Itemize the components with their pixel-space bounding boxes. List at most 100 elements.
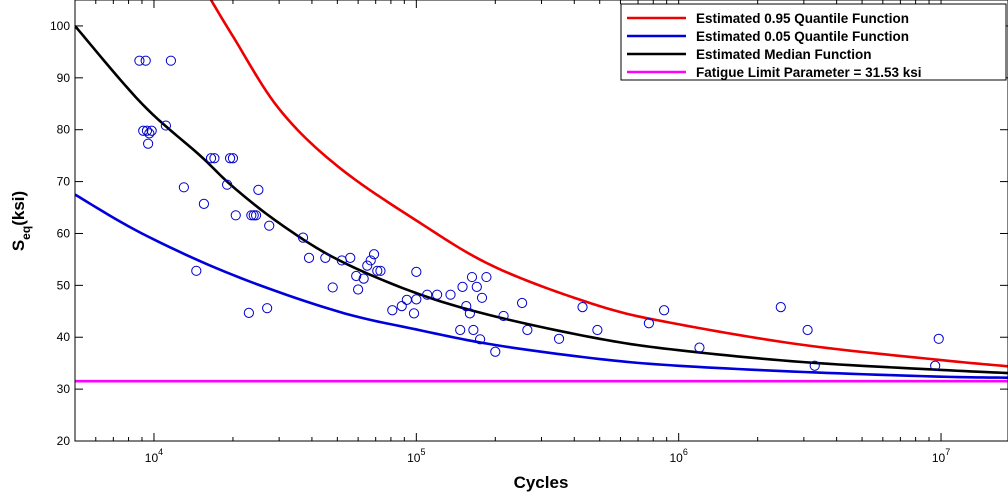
curve-1	[75, 193, 1008, 379]
data-point	[474, 334, 486, 345]
x-tick-label: 105	[407, 447, 425, 465]
y-tick-label: 90	[57, 71, 71, 85]
data-point	[445, 289, 456, 300]
data-point	[592, 324, 603, 336]
data-point	[250, 210, 262, 221]
data-point	[694, 342, 705, 353]
data-point	[303, 252, 315, 263]
data-point	[659, 305, 670, 316]
x-tick-label: 107	[932, 447, 950, 465]
data-point	[320, 252, 331, 263]
data-point	[422, 289, 433, 300]
data-point	[490, 346, 501, 357]
scatter-points-layer	[134, 55, 944, 371]
data-point	[327, 282, 338, 293]
data-point	[262, 303, 273, 314]
data-point	[775, 302, 786, 313]
data-point	[471, 281, 482, 293]
data-point	[345, 252, 356, 263]
y-axis-title-unit: (ksi)	[9, 191, 28, 226]
data-point	[351, 270, 362, 282]
legend-entry-3: Fatigue Limit Parameter = 31.53 ksi	[696, 65, 921, 80]
data-point	[358, 273, 369, 284]
y-axis-title: Seq(ksi)	[9, 191, 33, 251]
data-point	[165, 55, 176, 66]
curve-0	[209, 0, 1008, 368]
data-point	[365, 255, 376, 266]
y-tick-label: 50	[57, 278, 71, 292]
data-point	[396, 301, 407, 312]
x-tick-label: 106	[669, 447, 687, 465]
data-point	[476, 292, 488, 303]
data-point	[243, 307, 254, 318]
data-point	[209, 153, 220, 164]
data-point	[141, 125, 153, 136]
data-point	[457, 281, 468, 293]
data-point	[372, 265, 383, 276]
data-point	[264, 220, 275, 231]
data-point	[146, 125, 157, 136]
data-point	[933, 333, 944, 344]
data-point	[375, 265, 386, 276]
data-point	[248, 210, 259, 221]
data-point	[198, 198, 210, 209]
data-point	[222, 179, 233, 190]
y-tick-label: 70	[57, 175, 71, 189]
data-point	[140, 55, 151, 66]
data-point	[498, 310, 509, 322]
data-point	[134, 55, 145, 66]
y-tick-label: 40	[57, 330, 71, 344]
data-point	[809, 360, 820, 371]
x-tick-label: 104	[145, 447, 163, 465]
data-point	[253, 184, 264, 195]
data-point	[411, 266, 422, 277]
x-axis-title: Cycles	[514, 473, 569, 492]
data-point	[411, 294, 422, 305]
data-point	[205, 153, 217, 164]
data-point	[224, 153, 236, 164]
data-point	[387, 305, 398, 316]
y-tick-label: 30	[57, 382, 71, 396]
curves-layer	[75, 0, 1008, 383]
data-point	[230, 210, 241, 221]
data-point	[368, 249, 380, 260]
data-point	[246, 210, 257, 221]
legend-entry-2: Estimated Median Function	[696, 47, 872, 62]
data-point	[930, 360, 941, 371]
data-point	[138, 125, 149, 136]
data-point	[577, 302, 588, 313]
data-point	[516, 297, 528, 309]
data-point	[455, 324, 466, 336]
y-axis: 20 30 40 50 60 70 80 90 100	[50, 19, 1008, 448]
data-point	[468, 324, 479, 336]
data-point	[464, 308, 475, 319]
data-point	[643, 318, 655, 329]
data-point	[481, 271, 492, 283]
data-point	[353, 284, 364, 295]
x-axis: 104 105 106 107	[74, 0, 950, 465]
legend-box	[620, 3, 1007, 81]
y-axis-title-subscript: eq	[19, 226, 33, 240]
data-point	[802, 324, 813, 336]
data-point	[408, 308, 420, 319]
data-point	[432, 289, 443, 300]
data-point	[160, 120, 171, 131]
y-tick-label: 60	[57, 226, 71, 240]
data-point	[227, 153, 239, 164]
data-point	[522, 324, 533, 336]
y-tick-label: 20	[57, 434, 71, 448]
data-point	[191, 265, 202, 276]
y-tick-label: 100	[50, 19, 70, 33]
svg-text:Seq(ksi): Seq(ksi)	[9, 191, 33, 251]
legend: Estimated 0.95 Quantile Function Estimate…	[620, 3, 1007, 81]
legend-entry-1: Estimated 0.05 Quantile Function	[696, 29, 909, 44]
curve-2	[75, 25, 1008, 375]
data-point	[143, 138, 154, 149]
y-tick-label: 80	[57, 123, 71, 137]
y-axis-title-main: S	[9, 240, 28, 251]
data-point	[362, 260, 373, 271]
data-point	[297, 232, 309, 243]
data-point	[466, 271, 478, 283]
